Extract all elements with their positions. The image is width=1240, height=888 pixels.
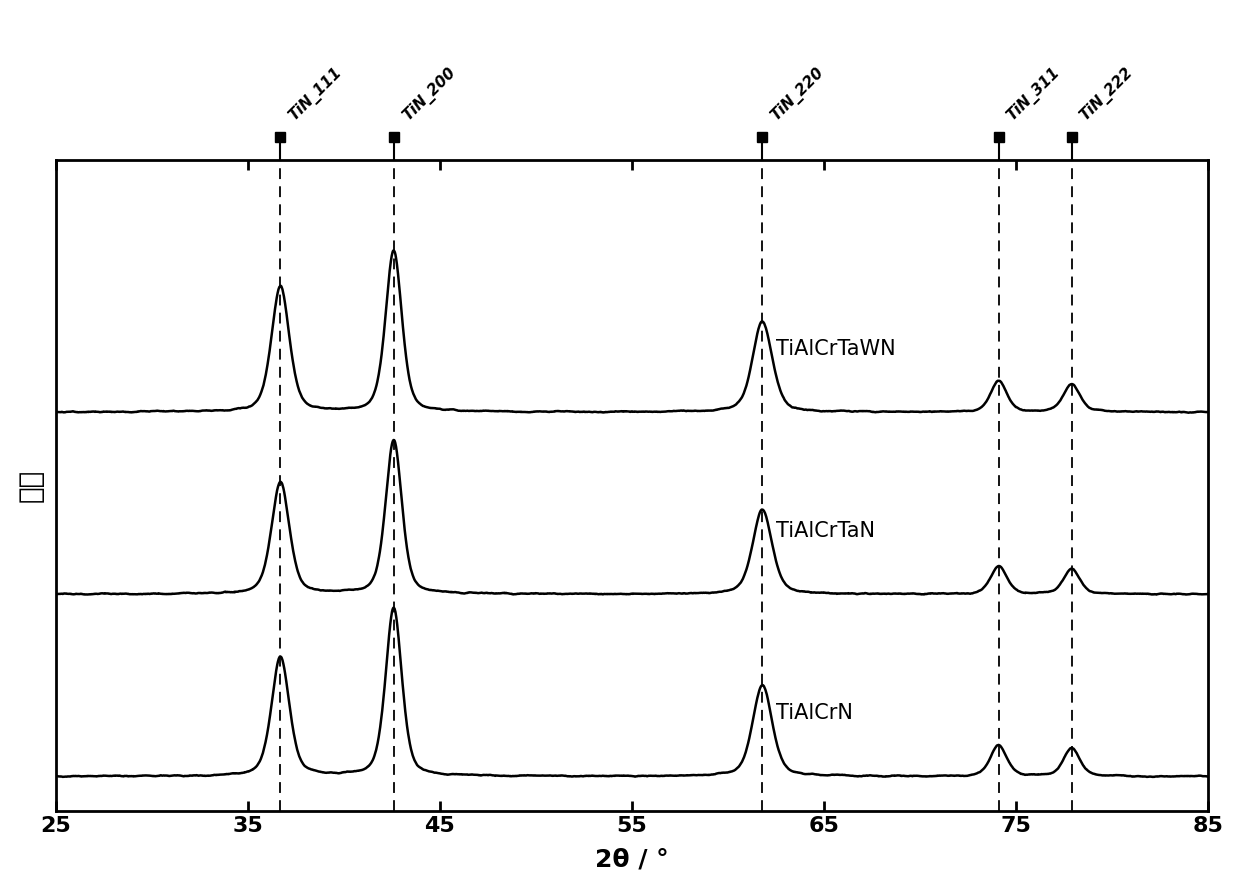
Text: TiN_222: TiN_222 xyxy=(1078,65,1137,124)
Text: TiN_111: TiN_111 xyxy=(286,65,346,124)
Text: TiAlCrTaN: TiAlCrTaN xyxy=(776,521,875,541)
Y-axis label: 强度: 强度 xyxy=(16,469,45,503)
Text: TiAlCrN: TiAlCrN xyxy=(776,703,853,723)
Text: TiN_220: TiN_220 xyxy=(768,65,827,124)
Text: TiN_311: TiN_311 xyxy=(1004,65,1064,124)
X-axis label: 2θ / °: 2θ / ° xyxy=(595,847,668,871)
Text: TiN_200: TiN_200 xyxy=(399,65,459,124)
Text: TiAlCrTaWN: TiAlCrTaWN xyxy=(776,339,895,359)
